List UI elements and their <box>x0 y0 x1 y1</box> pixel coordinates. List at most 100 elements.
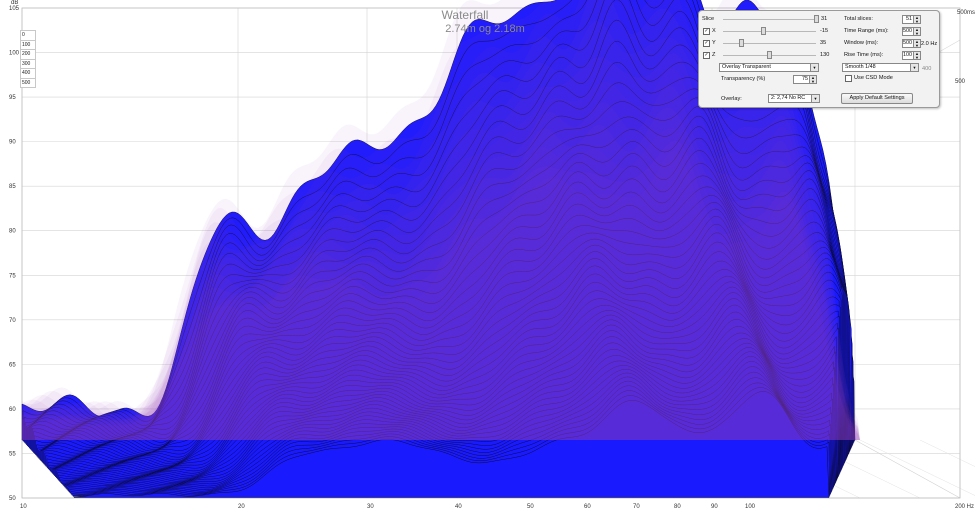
y-tick-label: 85 <box>9 184 16 190</box>
overlay-label: Overlay: <box>721 96 742 102</box>
y-tick-label: 50 <box>9 496 16 502</box>
spin-arrows-icon: ▲ ▼ <box>809 76 816 83</box>
time-range-label: Time Range (ms): <box>844 28 889 34</box>
aux-value: 400 <box>922 66 932 72</box>
z-checkbox[interactable]: ✓ <box>703 52 710 59</box>
y-tick-label: 95 <box>9 95 16 101</box>
rise-time-stepper[interactable]: 100 ▲ ▼ <box>902 51 921 60</box>
x-tick-label: 50 <box>527 504 534 510</box>
depth-label: 0 <box>20 30 36 40</box>
overlay-slice <box>22 150 860 441</box>
spin-arrows-icon: ▲ ▼ <box>913 52 920 59</box>
overlay-slice <box>22 0 860 440</box>
overlay-slice <box>22 140 860 440</box>
time-range-stepper[interactable]: 500 ▲ ▼ <box>902 27 921 36</box>
chevron-down-icon: ▼ <box>910 64 918 71</box>
overlay-slice <box>22 0 860 440</box>
z-value: 130 <box>820 52 830 58</box>
overlay-slice <box>22 67 860 441</box>
y-value: 35 <box>820 40 827 46</box>
depth-label: 300 <box>20 58 36 68</box>
time-right-label: 500 <box>955 79 966 85</box>
total-slices-label: Total slices: <box>844 16 873 22</box>
depth-label: 100 <box>20 39 36 49</box>
transparency-stepper[interactable]: 75 ▲ ▼ <box>793 75 817 84</box>
depth-label: 200 <box>20 49 36 59</box>
y-axis: 105 100 95 90 85 80 75 70 65 60 55 50 <box>9 6 20 502</box>
overlay-slice <box>22 107 860 440</box>
x-slider-track <box>723 31 816 32</box>
x-label: X <box>712 28 716 34</box>
spin-arrows-icon: ▲ ▼ <box>913 16 920 23</box>
overlay-select[interactable]: 2: 2,74 No RC ▼ <box>768 94 820 103</box>
waterfall-surfaces <box>21 0 856 498</box>
y-label: Y <box>712 40 716 46</box>
chart-subtitle: 2.74m og 2.18m <box>445 23 525 35</box>
overlay-mode-value: Overlay Transparent <box>722 64 771 70</box>
x-axis: 10 20 30 40 50 60 70 80 90 100 200 Hz <box>20 504 974 510</box>
y-tick-label: 60 <box>9 407 16 413</box>
total-slices-stepper[interactable]: 51 ▲ ▼ <box>902 15 921 24</box>
y-tick-label: 105 <box>9 6 20 12</box>
x-tick-label: 100 <box>745 504 756 510</box>
window-value: 500 <box>903 40 912 46</box>
rise-time-label: Rise Time (ms): <box>844 52 884 58</box>
overlay-value: 2: 2,74 No RC <box>771 95 806 101</box>
z-slider[interactable] <box>767 51 772 59</box>
y-axis-unit: dB <box>11 0 18 6</box>
window-label: Window (ms): <box>844 40 879 46</box>
overlay-slice <box>22 128 860 441</box>
time-depth-legend: 0 100 200 300 400 500 <box>20 30 36 88</box>
spin-arrows-icon: ▲ ▼ <box>913 40 920 47</box>
y-slider-track <box>723 43 816 44</box>
x-tick-label: 200 Hz <box>955 504 974 510</box>
total-slices-value: 51 <box>906 16 912 22</box>
time-range-value: 500 <box>903 28 912 34</box>
x-tick-label: 20 <box>238 504 245 510</box>
x-value: -15 <box>820 28 829 34</box>
slice-value: 31 <box>821 16 828 22</box>
overlay-slice <box>22 20 860 441</box>
x-tick-label: 90 <box>711 504 718 510</box>
transparency-label: Transparency (%) <box>721 76 766 82</box>
x-tick-label: 80 <box>674 504 681 510</box>
spin-arrows-icon: ▲ ▼ <box>913 28 920 35</box>
smoothing-value: Smooth 1/48 <box>845 64 876 70</box>
slice-slider-track <box>723 19 816 20</box>
depth-label: 500 <box>20 77 36 88</box>
y-tick-label: 90 <box>9 140 16 146</box>
smoothing-select[interactable]: Smooth 1/48 ▼ <box>842 63 919 72</box>
y-checkbox[interactable]: ✓ <box>703 40 710 47</box>
window-stepper[interactable]: 500 ▲ ▼ <box>902 39 921 48</box>
overlay-slice <box>22 85 860 441</box>
use-csd-checkbox[interactable] <box>845 75 852 82</box>
y-tick-label: 80 <box>9 229 16 235</box>
chevron-down-icon: ▼ <box>811 95 819 102</box>
waterfall-overlay <box>22 0 860 441</box>
slice-slider[interactable] <box>814 15 819 23</box>
z-label: Z <box>712 52 716 58</box>
y-tick-label: 70 <box>9 318 16 324</box>
depth-label: 400 <box>20 68 36 78</box>
overlay-mode-select[interactable]: Overlay Transparent ▼ <box>719 63 819 72</box>
x-tick-label: 70 <box>633 504 640 510</box>
chevron-down-icon: ▼ <box>810 64 818 71</box>
x-slider[interactable] <box>761 27 766 35</box>
x-tick-label: 30 <box>367 504 374 510</box>
x-tick-label: 40 <box>455 504 462 510</box>
rise-time-value: 100 <box>903 52 912 58</box>
apply-default-settings-button[interactable]: Apply Default Settings <box>841 93 913 104</box>
x-checkbox[interactable]: ✓ <box>703 28 710 35</box>
slice-label: Slice <box>702 16 715 22</box>
y-slider[interactable] <box>739 39 744 47</box>
x-tick-label: 60 <box>584 504 591 510</box>
transparency-value: 75 <box>802 76 808 82</box>
y-tick-label: 100 <box>9 51 20 57</box>
y-tick-label: 65 <box>9 362 16 368</box>
y-tick-label: 55 <box>9 451 16 457</box>
overlay-slice <box>22 53 860 440</box>
overlay-slice <box>22 0 860 440</box>
x-tick-label: 10 <box>20 504 27 510</box>
use-csd-label: Use CSD Mode <box>854 75 893 81</box>
